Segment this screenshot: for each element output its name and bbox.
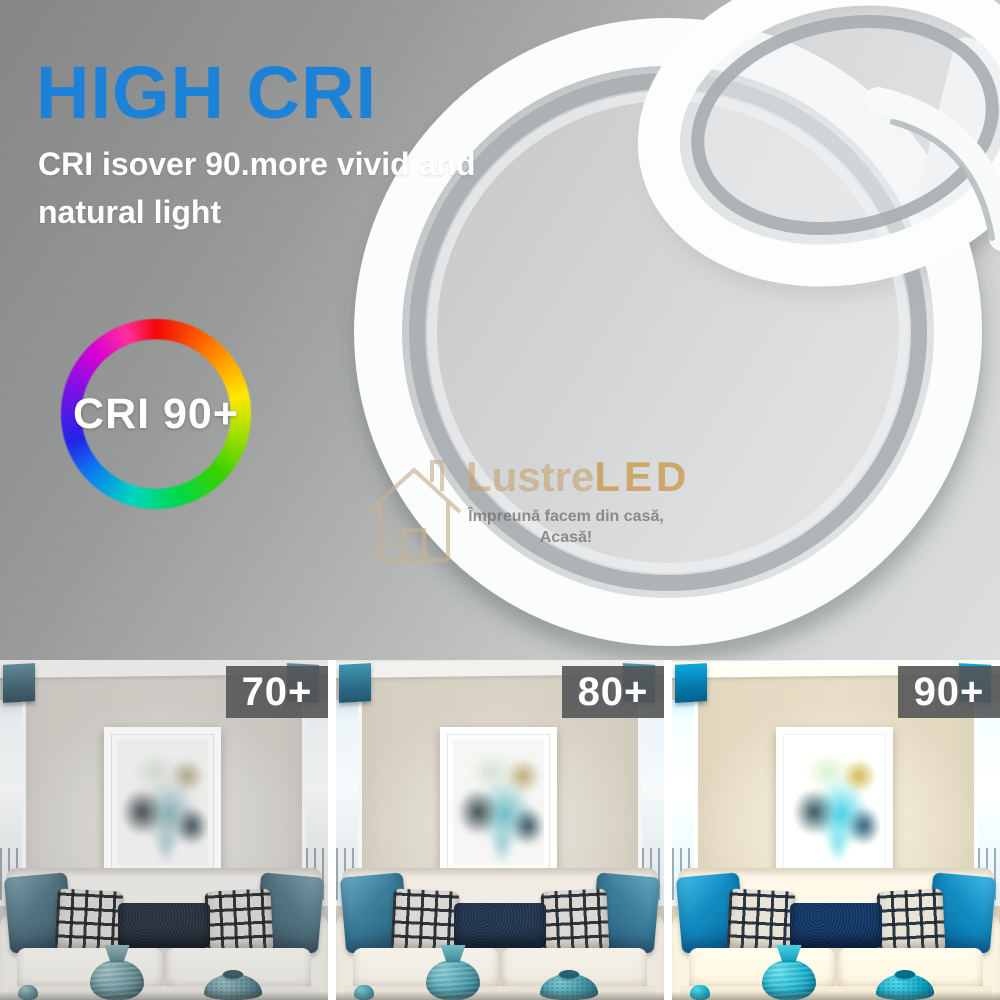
patterned-pillow-right — [204, 888, 274, 955]
patterned-pillow-left — [390, 888, 460, 955]
rainbow-ring-icon — [59, 317, 253, 511]
navy-lumbar-pillow — [454, 903, 546, 948]
hero-section: HIGH CRI CRI isover 90.more vivid and na… — [0, 0, 1000, 660]
house-icon — [366, 460, 462, 562]
comparison-panel: 70+ — [0, 660, 328, 1000]
brand-tagline: Împreună facem din casă, Acasă! — [458, 506, 674, 548]
teal-vase-small — [18, 985, 38, 1000]
brand-name-led: LED — [594, 453, 691, 500]
brand-name: LustreLED — [466, 456, 690, 498]
patterned-pillow-left — [54, 888, 124, 955]
framed-artwork — [776, 727, 893, 878]
living-room-photo — [336, 660, 664, 1000]
cri-badge-label: CRI 90+ — [73, 389, 239, 438]
living-room-photo — [0, 660, 328, 1000]
curtain-valance-left — [3, 663, 35, 703]
patterned-pillow-right — [876, 888, 946, 955]
small-ring — [637, 0, 1000, 287]
teal-vase-tall — [426, 960, 480, 1000]
brand-tagline-line1: Împreună facem din casă, — [468, 508, 664, 525]
curtain-valance-left — [339, 663, 371, 703]
framed-artwork — [104, 727, 221, 878]
cri-rainbow-badge: CRI 90+ — [59, 317, 253, 511]
living-room-photo — [672, 660, 1000, 1000]
cri-value-badge: 90+ — [898, 666, 1000, 718]
cri-value-label: 90+ — [913, 669, 985, 714]
artwork-canvas — [117, 740, 208, 865]
floor-shadow — [0, 991, 328, 1000]
curtain-valance-left — [675, 663, 707, 703]
teal-vase-tall — [90, 960, 144, 1000]
artwork-canvas — [453, 740, 544, 865]
brand-watermark: LustreLED Împreună facem din casă, Acasă… — [362, 450, 686, 570]
lamp-arm — [865, 87, 1000, 251]
ceiling-lamp-illustration — [357, 0, 1000, 660]
cri-value-label: 70+ — [241, 669, 313, 714]
navy-lumbar-pillow — [118, 903, 210, 948]
floor-shadow — [672, 991, 1000, 1000]
comparison-panel: 90+ — [672, 660, 1000, 1000]
hero-subtitle: CRI isover 90.more vivid and natural lig… — [38, 140, 476, 236]
patterned-pillow-right — [540, 888, 610, 955]
cri-comparison-section: 70+ — [0, 660, 1000, 1000]
comparison-panel: 80+ — [336, 660, 664, 1000]
brand-name-lustre: Lustre — [466, 453, 595, 500]
teal-vase-small — [690, 985, 710, 1000]
hero-subtitle-line1: CRI isover 90.more vivid and — [38, 146, 476, 182]
teal-vase-round — [540, 974, 598, 1000]
framed-artwork — [440, 727, 557, 878]
brand-tagline-line2: Acasă! — [539, 529, 593, 546]
cri-value-badge: 80+ — [562, 666, 664, 718]
artwork-canvas — [789, 740, 880, 865]
navy-lumbar-pillow — [790, 903, 882, 948]
page-title: HIGH CRI — [36, 51, 377, 134]
teal-vase-round — [204, 974, 262, 1000]
patterned-pillow-left — [726, 888, 796, 955]
floor-shadow — [336, 991, 664, 1000]
hero-subtitle-line2: natural light — [38, 194, 222, 230]
cri-value-label: 80+ — [577, 669, 649, 714]
cri-value-badge: 70+ — [226, 666, 328, 718]
teal-vase-round — [876, 974, 934, 1000]
teal-vase-tall — [762, 960, 816, 1000]
teal-vase-small — [354, 985, 374, 1000]
